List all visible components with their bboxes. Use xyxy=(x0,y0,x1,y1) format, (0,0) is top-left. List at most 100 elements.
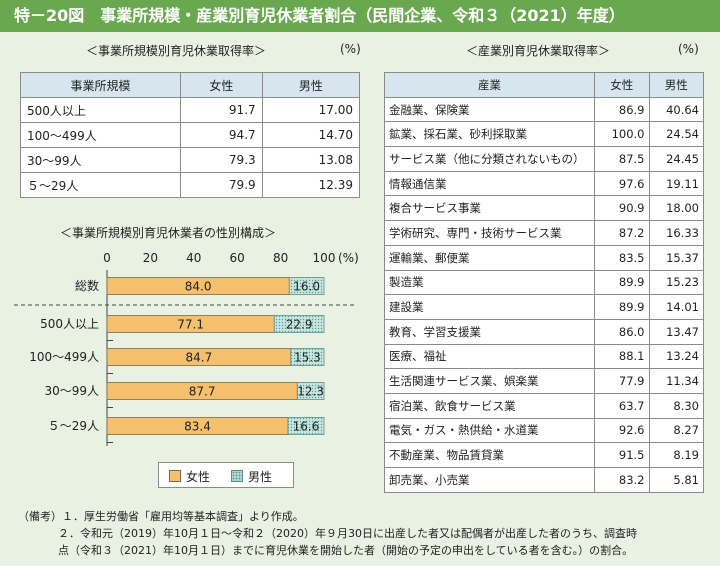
male-rate-cell: 17.00 xyxy=(261,97,361,123)
row-label: ５～29人 xyxy=(20,172,181,198)
size-rate-table: 事業所規模 女性 男性 500人以上 91.7 17.00 100～499人 94.7 1… xyxy=(20,72,361,198)
column-header: 男性 xyxy=(261,72,361,98)
bar-male xyxy=(287,417,325,435)
table-row: 建設業 89.9 14.01 xyxy=(384,294,704,320)
male-rate-cell: 19.11 xyxy=(648,170,704,197)
data-label-male: 22.9 xyxy=(286,318,313,332)
category-label: 100～499人 xyxy=(29,350,99,364)
table-row: 500人以上 91.7 17.00 xyxy=(20,97,361,123)
column-header: 男性 xyxy=(648,72,704,98)
bar-male xyxy=(296,382,325,400)
row-label: 複合サービス事業 xyxy=(384,195,595,222)
row-label: 卸売業、小売業 xyxy=(384,467,595,493)
row-label: 教育、学習支援業 xyxy=(384,318,595,345)
row-label: 電気・ガス・熱供給・水道業 xyxy=(384,417,595,444)
data-label-female: 84.7 xyxy=(186,351,213,365)
legend-swatch-male xyxy=(231,470,243,482)
male-rate-cell: 13.47 xyxy=(648,318,704,345)
category-label: 500人以上 xyxy=(40,317,99,331)
table-row: 教育、学習支援業 86.0 13.47 xyxy=(384,318,704,345)
x-tick-label: 0 xyxy=(103,251,111,265)
row-label: 情報通信業 xyxy=(384,170,595,197)
table-row: 製造業 89.9 15.23 xyxy=(384,269,704,296)
column-header: 事業所規模 xyxy=(20,72,181,98)
category-label: 総数 xyxy=(75,278,99,293)
male-rate-cell: 24.54 xyxy=(648,121,704,148)
chart-legend: 女性 男性 xyxy=(158,462,294,488)
row-label: 学術研究、専門・技術サービス業 xyxy=(384,220,595,246)
table-row: 卸売業、小売業 83.2 5.81 xyxy=(384,467,704,493)
table-row: 100～499人 94.7 14.70 xyxy=(20,122,361,148)
industry-table-caption: ＜産業別育児休業取得率＞ xyxy=(466,44,611,58)
table-header-row: 事業所規模 女性 男性 xyxy=(20,72,361,98)
industry-rate-table: 産業 女性 男性 金融業、保険業 86.9 40.64 鉱業、採石業、砂利採取業 100… xyxy=(384,72,704,493)
table-row: 不動産業、物品賃貸業 91.5 8.19 xyxy=(384,442,704,468)
x-tick-label: 80 xyxy=(273,251,288,265)
data-label-male: 12.3 xyxy=(297,385,324,399)
female-rate-cell: 91.7 xyxy=(180,97,263,123)
female-rate-cell: 79.3 xyxy=(180,147,263,173)
bar-male xyxy=(290,348,325,366)
male-rate-cell: 15.23 xyxy=(648,269,704,296)
row-label: 宿泊業、飲食サービス業 xyxy=(384,392,595,419)
male-rate-cell: 8.27 xyxy=(648,417,704,444)
row-label: 30～99人 xyxy=(20,147,181,173)
table-row: 情報通信業 97.6 19.11 xyxy=(384,170,704,197)
male-rate-cell: 16.33 xyxy=(648,220,704,246)
gender-composition-chart: 0 20 40 60 80 100 (%) 総数 84.0 16.0 500人以上 77.1 22.9 1… xyxy=(14,251,359,446)
table-row: 医療、福祉 88.1 13.24 xyxy=(384,343,704,370)
male-rate-cell: 40.64 xyxy=(648,96,704,123)
female-rate-cell: 87.5 xyxy=(594,146,650,172)
female-rate-cell: 83.5 xyxy=(594,244,650,271)
male-rate-cell: 14.70 xyxy=(261,122,361,148)
data-label-male: 16.0 xyxy=(293,280,320,294)
row-label: サービス業（他に分類されないもの） xyxy=(384,146,595,172)
female-rate-cell: 92.6 xyxy=(594,417,650,444)
row-label: 不動産業、物品賃貸業 xyxy=(384,442,595,468)
male-rate-cell: 24.45 xyxy=(648,146,704,172)
table-row: サービス業（他に分類されないもの） 87.5 24.45 xyxy=(384,146,704,172)
note-item: １．厚生労働省「雇用均等基本調査」より作成。 xyxy=(62,510,304,523)
row-label: 運輸業、郵便業 xyxy=(384,244,595,271)
table-row: 宿泊業、飲食サービス業 63.7 8.30 xyxy=(384,392,704,419)
male-rate-cell: 14.01 xyxy=(648,294,704,320)
figure-title: 特－20図 事業所規模・産業別育児休業者割合（民間企業、令和３（2021）年度） xyxy=(0,0,720,32)
male-rate-cell: 8.19 xyxy=(648,442,704,468)
notes: （備考）１．厚生労働省「雇用均等基本調査」より作成。 ２．令和元（2019）年1… xyxy=(18,508,637,559)
female-rate-cell: 63.7 xyxy=(594,392,650,419)
female-rate-cell: 86.9 xyxy=(594,96,650,123)
data-label-female: 84.0 xyxy=(185,280,212,294)
female-rate-cell: 89.9 xyxy=(594,294,650,320)
data-label-female: 87.7 xyxy=(189,385,216,399)
female-rate-cell: 87.2 xyxy=(594,220,650,246)
note-item: 点（令和３（2021）年10月１日）までに育児休業を開始した者（開始の予定の申出… xyxy=(58,544,634,557)
x-tick-label: 40 xyxy=(186,251,201,265)
male-rate-cell: 12.39 xyxy=(261,172,361,198)
row-label: 製造業 xyxy=(384,269,595,296)
female-rate-cell: 94.7 xyxy=(180,122,263,148)
table-header-row: 産業 女性 男性 xyxy=(384,72,704,98)
male-rate-cell: 11.34 xyxy=(648,368,704,394)
female-rate-cell: 88.1 xyxy=(594,343,650,370)
female-rate-cell: 86.0 xyxy=(594,318,650,345)
row-label: 500人以上 xyxy=(20,97,181,123)
table-row: 電気・ガス・熱供給・水道業 92.6 8.27 xyxy=(384,417,704,444)
chart-title: ＜事業所規模別育児休業者の性別構成＞ xyxy=(60,226,277,240)
table-row: 鉱業、採石業、砂利採取業 100.0 24.54 xyxy=(384,121,704,148)
legend-label-male: 男性 xyxy=(248,470,273,484)
note-item: ２．令和元（2019）年10月１日～令和２（2020）年９月30日に出産した者又… xyxy=(58,527,637,540)
female-rate-cell: 97.6 xyxy=(594,170,650,197)
row-label: 生活関連サービス業、娯楽業 xyxy=(384,368,595,394)
female-rate-cell: 89.9 xyxy=(594,269,650,296)
category-label: 30～99人 xyxy=(44,384,99,398)
table-row: 学術研究、専門・技術サービス業 87.2 16.33 xyxy=(384,220,704,246)
table-row: ５～29人 79.9 12.39 xyxy=(20,172,361,198)
size-table-unit: (%) xyxy=(340,42,361,56)
data-label-male: 15.3 xyxy=(294,351,321,365)
bar-male xyxy=(273,315,325,333)
legend-swatch-female xyxy=(169,470,181,482)
row-label: 医療、福祉 xyxy=(384,343,595,370)
data-label-male: 16.6 xyxy=(293,420,320,434)
male-rate-cell: 15.37 xyxy=(648,244,704,271)
male-rate-cell: 18.00 xyxy=(648,195,704,222)
